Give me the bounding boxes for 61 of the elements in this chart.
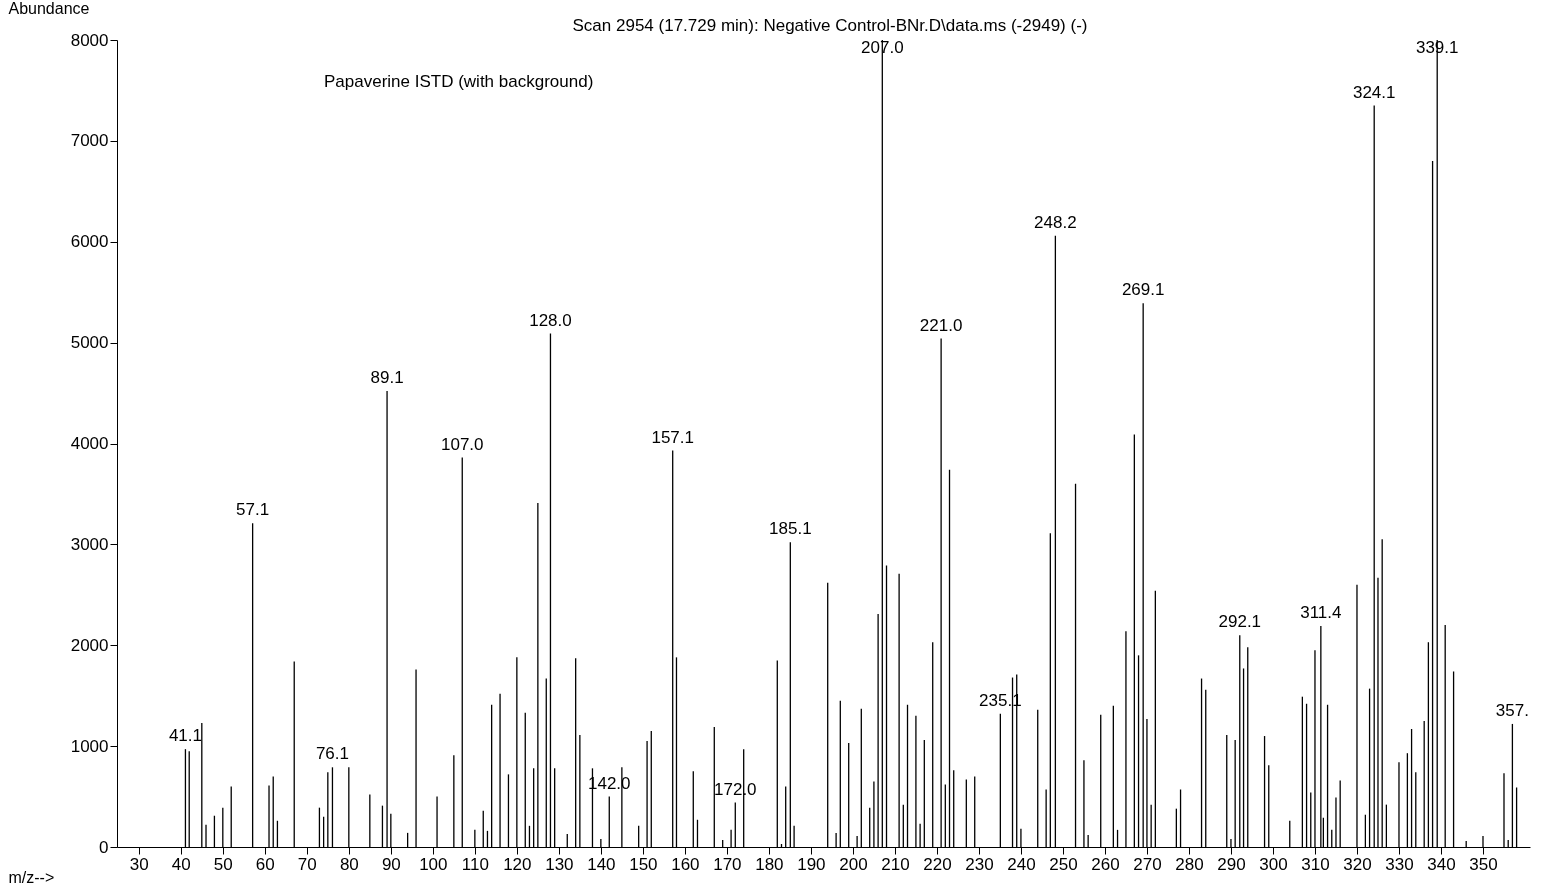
x-tick-label: 30 — [129, 854, 149, 874]
y-tick-label: 2000 — [70, 635, 109, 655]
y-tick-label: 1000 — [70, 736, 109, 756]
annotation: 89.1 — [370, 368, 404, 388]
x-tick-label: 130 — [545, 854, 574, 874]
x-tick-label: 260 — [1091, 854, 1120, 874]
y-tick-label: 6000 — [70, 232, 109, 252]
x-tick-label: 120 — [503, 854, 532, 874]
x-tick-label: 100 — [419, 854, 448, 874]
x-tick-label: 280 — [1175, 854, 1204, 874]
x-tick-label: 330 — [1385, 854, 1414, 874]
x-tick-label: 250 — [1049, 854, 1078, 874]
annotation: 357. — [1495, 700, 1529, 720]
x-tick-label: 80 — [339, 854, 359, 874]
x-tick-label: 50 — [213, 854, 233, 874]
y-tick-label: 5000 — [70, 333, 109, 353]
y-tick-label: 8000 — [70, 30, 109, 50]
annotation: 269.1 — [1121, 280, 1165, 300]
x-tick-label: 290 — [1217, 854, 1246, 874]
x-tick-label: 110 — [461, 854, 489, 874]
x-tick-label: 160 — [671, 854, 700, 874]
x-tick-label: 40 — [171, 854, 191, 874]
x-tick-label: 220 — [923, 854, 952, 874]
x-tick-label: 170 — [713, 854, 742, 874]
x-tick-label: 350 — [1469, 854, 1498, 874]
y-tick-label: 3000 — [70, 534, 109, 554]
annotation: 185.1 — [769, 519, 812, 539]
annotation: 41.1 — [168, 726, 202, 746]
annotation: 128.0 — [529, 310, 572, 330]
annotation: 157.1 — [651, 427, 694, 447]
y-tick-label: 4000 — [70, 434, 109, 453]
x-tick-label: 320 — [1343, 854, 1372, 874]
annotation: 292.1 — [1218, 612, 1262, 632]
x-tick-label: 140 — [587, 854, 616, 874]
x-tick-label: 60 — [255, 854, 275, 874]
x-tick-label: 340 — [1427, 854, 1456, 874]
x-tick-label: 200 — [839, 854, 868, 874]
annotation: 107.0 — [440, 434, 484, 454]
x-tick-label: 230 — [965, 854, 994, 874]
annotation: 221.0 — [919, 315, 963, 335]
x-tick-label: 310 — [1301, 854, 1330, 874]
annotation: 57.1 — [236, 500, 270, 520]
x-tick-label: 190 — [797, 854, 826, 874]
chart-title: Scan 2954 (17.729 min): Negative Control-BNr.D\data.ms (-2949) (-) — [572, 16, 1088, 35]
annotation: 311.4 — [1300, 603, 1342, 623]
annotation: Papaverine ISTD (with background) — [324, 72, 594, 91]
y-axis-title: Abundance — [8, 0, 90, 17]
y-tick-label: 0 — [99, 837, 109, 857]
x-axis-title: m/z--> — [8, 868, 55, 886]
x-tick-label: 150 — [629, 854, 658, 874]
x-tick-label: 300 — [1259, 854, 1288, 874]
annotation: 76.1 — [315, 744, 349, 764]
x-tick-label: 180 — [755, 854, 784, 874]
x-tick-label: 70 — [297, 854, 317, 874]
x-tick-label: 90 — [381, 854, 401, 874]
x-tick-label: 210 — [881, 854, 910, 874]
annotation: 248.2 — [1034, 212, 1077, 232]
x-tick-label: 270 — [1133, 854, 1162, 874]
annotation: 324.1 — [1352, 82, 1396, 102]
x-tick-label: 240 — [1007, 854, 1036, 874]
y-tick-label: 7000 — [70, 131, 109, 151]
